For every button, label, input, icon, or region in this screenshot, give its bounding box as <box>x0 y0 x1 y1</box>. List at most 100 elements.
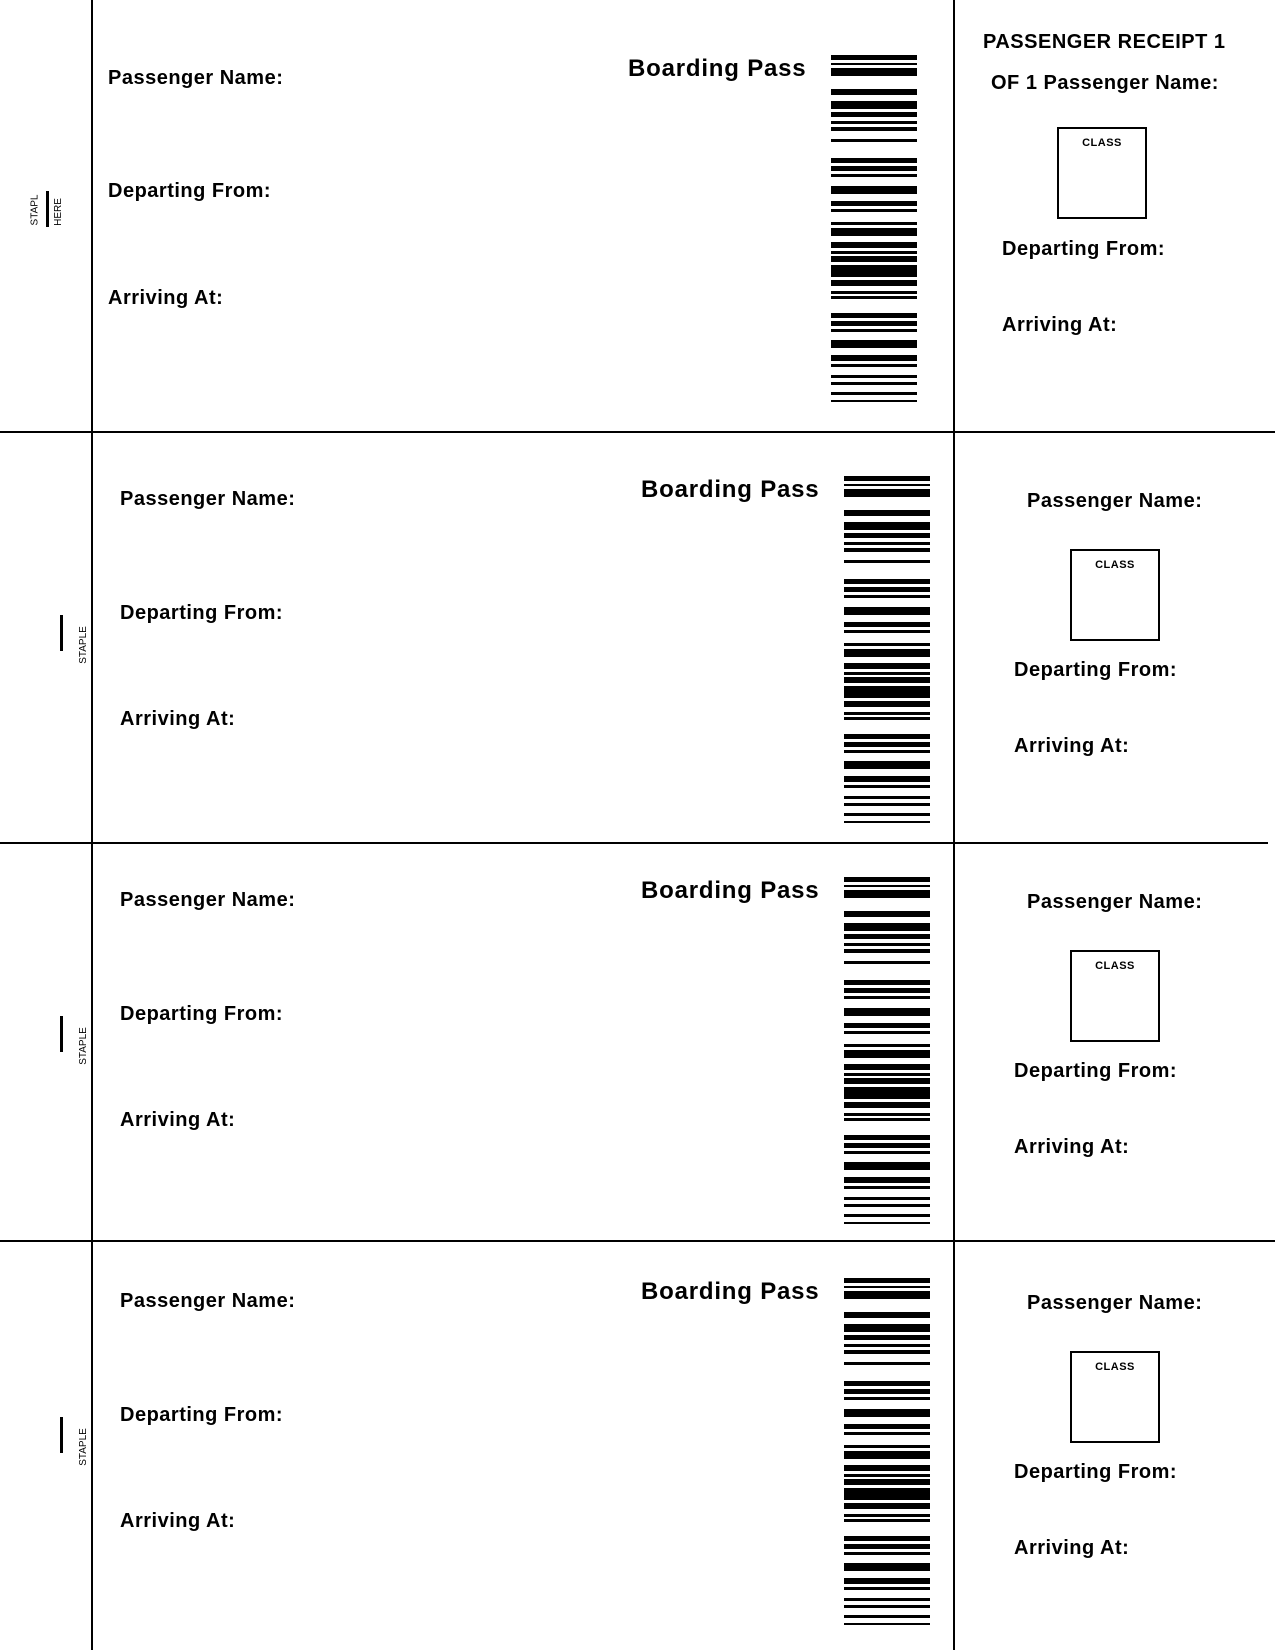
staple-text: STAPLE <box>77 1027 89 1065</box>
barcode-bar <box>844 1087 930 1099</box>
barcode-bar <box>844 649 930 657</box>
barcode-bar <box>844 701 930 707</box>
barcode-bar <box>831 382 917 385</box>
barcode-bar <box>844 1031 930 1034</box>
boarding-pass-title: Boarding Pass <box>641 476 820 503</box>
barcode-bar <box>844 476 930 481</box>
barcode-bar <box>844 643 930 646</box>
barcode-bar <box>844 560 930 563</box>
barcode-bar <box>844 1278 930 1283</box>
barcode-bar <box>844 1078 930 1084</box>
barcode-bar <box>831 63 917 65</box>
barcode-bar <box>844 717 930 720</box>
barcode-bar <box>844 1204 930 1207</box>
barcode-bar <box>844 911 930 917</box>
barcode-bar <box>844 1162 930 1170</box>
staple-here-text: HERE <box>52 198 64 226</box>
receipt-divider-line <box>953 0 955 1650</box>
barcode-bar <box>844 1335 930 1340</box>
barcode <box>831 55 917 402</box>
class-label: CLASS <box>1095 1361 1135 1373</box>
passenger-name-label: Passenger Name: <box>120 1290 296 1312</box>
barcode-bar <box>844 1479 930 1485</box>
barcode-bar <box>844 1605 930 1608</box>
barcode-bar <box>831 265 917 277</box>
barcode-bar <box>844 1324 930 1332</box>
arriving-at-label: Arriving At: <box>120 1510 236 1532</box>
boarding-pass-3: STAPLE Passenger Name: Departing From: A… <box>0 877 1275 1237</box>
barcode-bar <box>831 296 917 299</box>
staple-mark <box>60 1016 63 1052</box>
barcode-bar <box>844 1503 930 1509</box>
class-label: CLASS <box>1082 137 1122 149</box>
barcode-bar <box>844 595 930 598</box>
barcode-bar <box>844 672 930 675</box>
barcode-bar <box>844 1102 930 1108</box>
barcode-bar <box>844 988 930 993</box>
barcode-bar <box>844 885 930 887</box>
barcode-bar <box>844 1118 930 1121</box>
barcode-bar <box>844 934 930 939</box>
barcode-bar <box>844 949 930 953</box>
barcode-bar <box>844 750 930 753</box>
staple-mark <box>60 1417 63 1453</box>
barcode-bar <box>844 1536 930 1541</box>
barcode-bar <box>831 355 917 361</box>
barcode-bar <box>844 1050 930 1058</box>
barcode-bar <box>831 201 917 206</box>
barcode-bar <box>831 400 917 402</box>
barcode-bar <box>831 392 917 395</box>
receipt-departing-label: Departing From: <box>1014 1060 1178 1082</box>
receipt-departing-label: Departing From: <box>1014 1461 1178 1483</box>
staple-text: STAPLE <box>77 1428 89 1466</box>
barcode-bar <box>831 112 917 117</box>
receipt-arriving-label: Arriving At: <box>1014 1537 1130 1559</box>
barcode-bar <box>831 101 917 109</box>
barcode-bar <box>844 1578 930 1584</box>
boarding-pass-title: Boarding Pass <box>628 55 807 82</box>
class-box: CLASS <box>1070 549 1160 641</box>
barcode-bar <box>844 943 930 946</box>
staple-here-text: STAPL <box>29 194 41 226</box>
barcode-bar <box>844 1197 930 1200</box>
barcode-bar <box>844 1389 930 1394</box>
barcode-bar <box>844 996 930 999</box>
barcode-bar <box>831 242 917 248</box>
barcode <box>844 1278 930 1625</box>
receipt-arriving-label: Arriving At: <box>1014 1136 1130 1158</box>
barcode-bar <box>844 877 930 882</box>
barcode-bar <box>831 256 917 262</box>
barcode-bar <box>831 340 917 348</box>
arriving-at-label: Arriving At: <box>120 1109 236 1131</box>
barcode-bar <box>844 484 930 486</box>
barcode-bar <box>831 186 917 194</box>
class-box: CLASS <box>1070 1351 1160 1443</box>
barcode-bar <box>844 533 930 538</box>
barcode-bar <box>831 127 917 131</box>
barcode-bar <box>831 166 917 171</box>
departing-from-label: Departing From: <box>120 602 284 624</box>
barcode-bar <box>844 1424 930 1429</box>
receipt-arriving-label: Arriving At: <box>1014 735 1130 757</box>
barcode-bar <box>831 222 917 225</box>
class-box: CLASS <box>1070 950 1160 1042</box>
barcode-bar <box>844 1563 930 1571</box>
boarding-pass-2: STAPLE Passenger Name: Departing From: A… <box>0 476 1275 836</box>
receipt-passenger-name-label: Passenger Name: <box>1027 1292 1203 1314</box>
barcode-bar <box>844 1544 930 1549</box>
barcode-bar <box>844 1519 930 1522</box>
barcode-bar <box>844 821 930 823</box>
barcode <box>844 877 930 1224</box>
staple-mark <box>60 615 63 651</box>
barcode-bar <box>844 1552 930 1555</box>
receipt-arriving-label: Arriving At: <box>1002 314 1118 336</box>
barcode-bar <box>844 776 930 782</box>
barcode-bar <box>844 980 930 985</box>
barcode-bar <box>831 121 917 124</box>
barcode-bar <box>831 375 917 378</box>
barcode-bar <box>844 587 930 592</box>
arriving-at-label: Arriving At: <box>108 287 224 309</box>
barcode-bar <box>831 321 917 326</box>
barcode-bar <box>844 1064 930 1070</box>
passenger-name-label: Passenger Name: <box>120 488 296 510</box>
